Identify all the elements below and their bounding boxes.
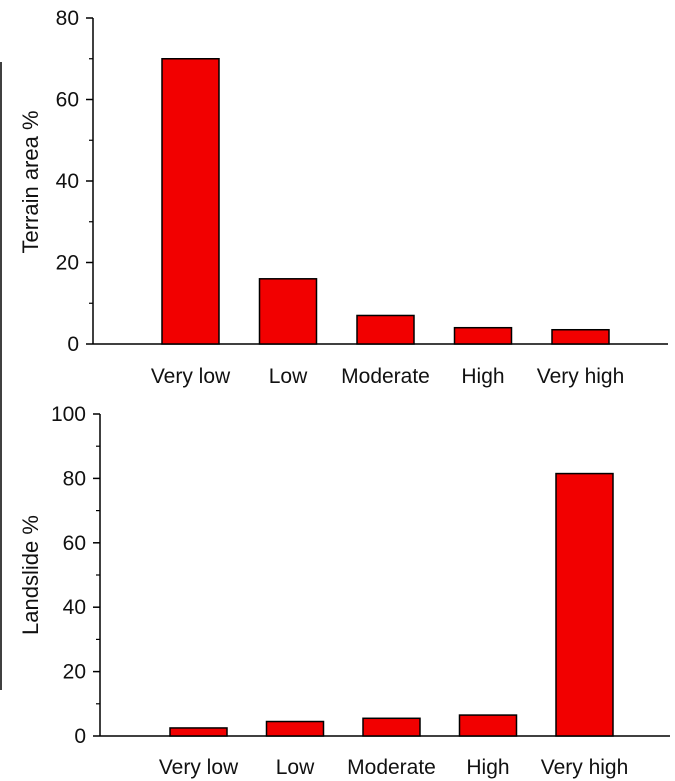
y-tick-label: 60 xyxy=(63,532,86,555)
y-tick-label: 40 xyxy=(56,170,79,193)
y-tick-label: 60 xyxy=(56,89,79,112)
x-tick-label-very-low: Very low xyxy=(159,756,239,779)
bar-high xyxy=(458,714,518,737)
x-tick-label-very-high: Very high xyxy=(541,756,629,779)
x-tick-label-very-high: Very high xyxy=(537,365,625,388)
bar-high xyxy=(453,326,513,345)
chart-landslide: Landslide % 0 20 40 60 80 100 Very low Low Moder… xyxy=(18,403,670,779)
x-tick-label-low: Low xyxy=(276,756,315,779)
y-tick-label: 100 xyxy=(51,403,86,426)
y-tick-label: 0 xyxy=(67,333,79,356)
y-tick-label: 80 xyxy=(63,467,86,490)
x-tick-label-very-low: Very low xyxy=(151,365,231,388)
bar-very-low xyxy=(169,727,228,737)
x-tick-label-high: High xyxy=(461,365,504,388)
y-axis-label-landslide: Landslide % xyxy=(18,515,43,635)
x-tick-label-moderate: Moderate xyxy=(341,365,430,388)
bar-moderate xyxy=(356,314,415,345)
y-tick-label: 80 xyxy=(56,7,79,30)
x-tick-label-low: Low xyxy=(269,365,308,388)
x-tick-label-high: High xyxy=(466,756,509,779)
bar-moderate xyxy=(362,717,421,737)
bar-very-low xyxy=(161,58,220,345)
bar-low xyxy=(265,720,325,737)
y-tick-label: 20 xyxy=(56,252,79,275)
bar-low xyxy=(258,278,318,345)
y-tick-label: 40 xyxy=(63,596,86,619)
bar-very-high xyxy=(551,328,610,345)
y-axis-label-terrain: Terrain area % xyxy=(18,110,43,253)
bar-very-high xyxy=(555,472,614,737)
x-tick-label-moderate: Moderate xyxy=(347,756,436,779)
y-tick-label: 20 xyxy=(63,661,86,684)
y-tick-label: 0 xyxy=(74,725,86,748)
chart-terrain-area: Terrain area % 0 20 40 60 80 Very low Low Moder… xyxy=(18,7,668,388)
